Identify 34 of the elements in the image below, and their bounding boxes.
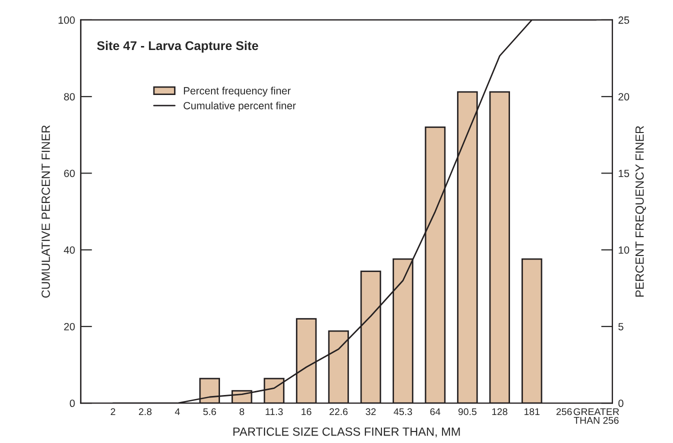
x-tick-label: 22.6 bbox=[330, 408, 348, 416]
y-axis-title: CUMULATIVE PERCENT FINER bbox=[42, 125, 50, 298]
x-tick-label: 16 bbox=[302, 408, 312, 416]
y-tick-label: 60 bbox=[64, 170, 75, 178]
y2-tick-label: 20 bbox=[618, 93, 630, 100]
y2-tick-label: 5 bbox=[618, 323, 624, 330]
text: Site 47 - Larva Capture Site bbox=[97, 40, 258, 53]
x-tick-label: 5.6 bbox=[203, 408, 216, 416]
x-tick-label: 2 bbox=[110, 408, 116, 416]
y2-tick-label: 10 bbox=[618, 246, 630, 254]
x-tick-label: GREATER THAN 256 bbox=[574, 408, 620, 424]
y-tick-label: 80 bbox=[64, 93, 75, 100]
x-tick-label: 45.3 bbox=[394, 408, 412, 416]
x-tick-label: 2.8 bbox=[138, 408, 152, 416]
y2-axis-title: PERCENT FREQUENCY FINER bbox=[635, 126, 646, 297]
y2-tick-label: 25 bbox=[618, 16, 630, 24]
y-tick-label: 40 bbox=[64, 246, 75, 254]
x-tick-label: 4 bbox=[174, 408, 180, 416]
legend-label: Cumulative percent finer bbox=[184, 102, 296, 112]
y-tick-label: 100 bbox=[58, 16, 75, 24]
x-tick-label: 128 bbox=[492, 408, 508, 416]
y-tick-label: 20 bbox=[64, 322, 75, 330]
x-tick-label: 32 bbox=[366, 408, 376, 416]
y-tick-label: 0 bbox=[70, 400, 75, 408]
x-tick-label: 256 bbox=[556, 408, 572, 416]
y2-tick-label: 15 bbox=[618, 170, 630, 178]
x-tick-label: 90.5 bbox=[458, 408, 476, 416]
x-tick-label: 11.3 bbox=[266, 408, 283, 416]
x-tick-label: 181 bbox=[524, 408, 540, 416]
y2-tick-label: 0 bbox=[618, 400, 624, 408]
x-axis-title: PARTICLE SIZE CLASS FINER THAN, MM bbox=[233, 427, 460, 438]
legend-label: Percent frequency finer bbox=[184, 86, 291, 96]
x-tick-label: 8 bbox=[240, 408, 244, 416]
x-tick-label: 64 bbox=[430, 408, 440, 416]
